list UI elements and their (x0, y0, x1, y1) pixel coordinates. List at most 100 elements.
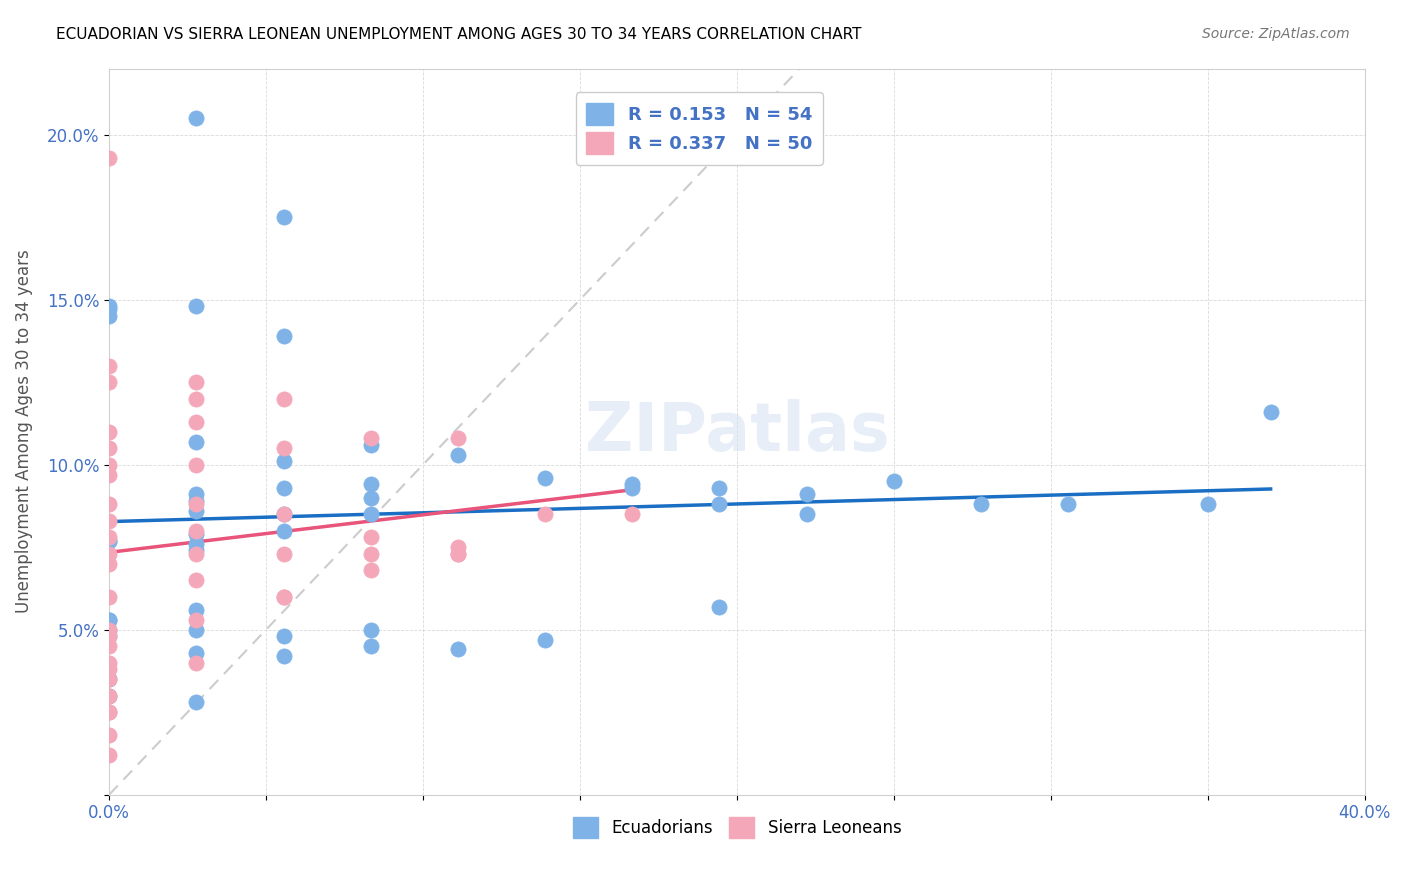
Point (796, 487, 818, 501)
Point (186, 392, 208, 406)
Point (273, 210, 295, 224)
Point (970, 497, 993, 511)
Point (360, 639, 382, 653)
Point (98, 533, 121, 548)
Text: ECUADORIAN VS SIERRA LEONEAN UNEMPLOYMENT AMONG AGES 30 TO 34 YEARS CORRELATION : ECUADORIAN VS SIERRA LEONEAN UNEMPLOYMEN… (56, 27, 862, 42)
Point (98, 458, 121, 472)
Point (98, 689, 121, 703)
Point (186, 497, 208, 511)
Point (534, 507, 557, 521)
Point (186, 375, 208, 389)
Point (360, 431, 382, 445)
Point (98, 497, 121, 511)
Point (447, 547, 470, 561)
Point (360, 563, 382, 577)
Point (98, 629, 121, 643)
Point (360, 623, 382, 637)
Point (98, 639, 121, 653)
Point (186, 504, 208, 518)
Point (621, 477, 644, 491)
Point (709, 481, 731, 495)
Point (186, 415, 208, 429)
Point (186, 547, 208, 561)
Point (98, 662, 121, 676)
Point (98, 689, 121, 703)
Point (1057, 497, 1080, 511)
Point (186, 543, 208, 558)
Point (98, 728, 121, 742)
Point (273, 481, 295, 495)
Point (273, 524, 295, 538)
Point (98, 441, 121, 455)
Point (98, 623, 121, 637)
Point (621, 481, 644, 495)
Point (447, 642, 470, 657)
Point (883, 474, 905, 488)
Point (360, 547, 382, 561)
Point (186, 487, 208, 501)
Point (98, 613, 121, 627)
Point (98, 302, 121, 317)
Point (273, 507, 295, 521)
Point (447, 547, 470, 561)
Point (98, 705, 121, 719)
Y-axis label: Unemployment Among Ages 30 to 34 years: Unemployment Among Ages 30 to 34 years (15, 250, 32, 614)
Point (360, 507, 382, 521)
Point (186, 656, 208, 670)
Point (186, 623, 208, 637)
Point (186, 603, 208, 617)
Point (621, 507, 644, 521)
Point (98, 672, 121, 686)
Point (98, 623, 121, 637)
Point (186, 524, 208, 538)
Point (98, 309, 121, 323)
Point (273, 507, 295, 521)
Point (796, 507, 818, 521)
Point (98, 359, 121, 373)
Point (186, 458, 208, 472)
Text: Source: ZipAtlas.com: Source: ZipAtlas.com (1202, 27, 1350, 41)
Point (273, 547, 295, 561)
Text: ZIPatlas: ZIPatlas (585, 399, 889, 465)
Point (98, 533, 121, 548)
Point (98, 656, 121, 670)
Point (534, 471, 557, 485)
Legend: Ecuadorians, Sierra Leoneans: Ecuadorians, Sierra Leoneans (567, 811, 908, 845)
Point (98, 748, 121, 763)
Point (1197, 497, 1219, 511)
Point (98, 530, 121, 544)
Point (360, 477, 382, 491)
Point (98, 590, 121, 604)
Point (98, 467, 121, 482)
Point (186, 695, 208, 709)
Point (360, 491, 382, 505)
Point (98, 425, 121, 439)
Point (98, 151, 121, 165)
Point (186, 111, 208, 125)
Point (273, 649, 295, 664)
Point (186, 494, 208, 508)
Point (273, 329, 295, 343)
Point (98, 705, 121, 719)
Point (273, 590, 295, 604)
Point (186, 573, 208, 587)
Point (447, 431, 470, 445)
Point (98, 557, 121, 571)
Point (186, 527, 208, 541)
Point (98, 375, 121, 389)
Point (273, 629, 295, 643)
Point (186, 434, 208, 449)
Point (273, 454, 295, 468)
Point (447, 540, 470, 554)
Point (709, 599, 731, 614)
Point (273, 590, 295, 604)
Point (98, 547, 121, 561)
Point (360, 438, 382, 452)
Point (186, 537, 208, 551)
Point (186, 646, 208, 660)
Point (447, 448, 470, 462)
Point (98, 629, 121, 643)
Point (709, 497, 731, 511)
Point (360, 530, 382, 544)
Point (273, 392, 295, 406)
